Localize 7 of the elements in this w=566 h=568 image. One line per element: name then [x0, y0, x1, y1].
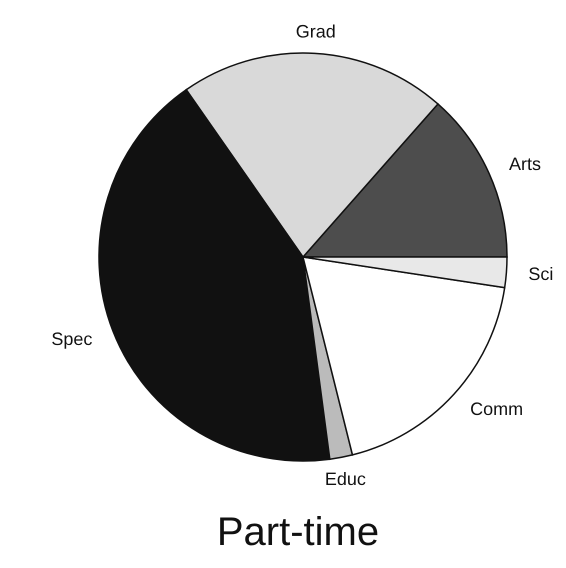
slice-label: Arts	[508, 154, 541, 174]
slice-label: Grad	[296, 21, 336, 42]
slice-label: Sci	[528, 264, 554, 284]
slice-label: Educ	[324, 468, 366, 489]
slice-label: Spec	[51, 328, 92, 349]
slice-label: Comm	[470, 399, 524, 420]
text: Part-time	[216, 509, 380, 556]
